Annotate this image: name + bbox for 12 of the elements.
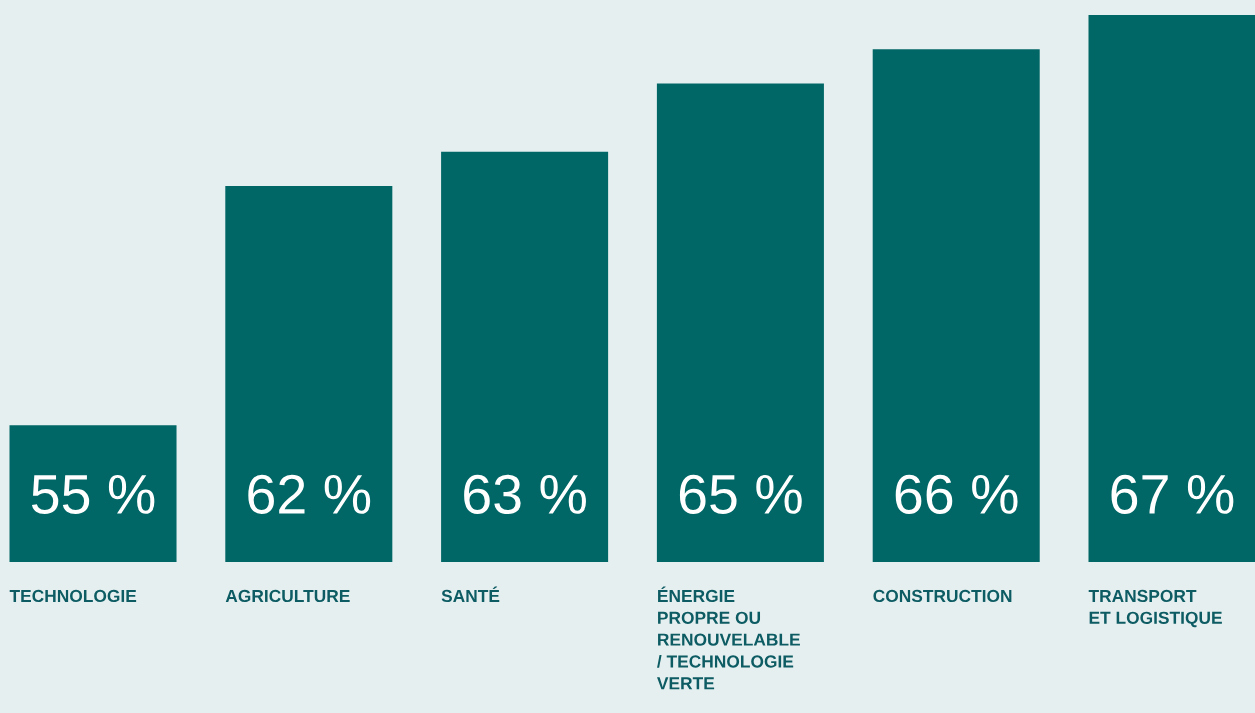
data-label: 65 % — [679, 474, 802, 515]
data-label: 66 % — [895, 474, 1018, 515]
data-label: 55 % — [31, 474, 155, 515]
x-tick-label: ÉNERGIE PROPRE OU RENOUVELABLE / TECHNOLOGIE VERTE — [657, 586, 800, 690]
x-tick-label: CONSTRUCTION — [873, 589, 1012, 603]
data-label: 67 % — [1111, 474, 1234, 515]
data-label: 63 % — [464, 474, 586, 515]
data-label: 62 % — [248, 474, 371, 515]
x-tick-label: AGRICULTURE — [225, 589, 350, 603]
x-tick-label: TRANSPORT ET LOGISTIQUE — [1088, 589, 1222, 628]
x-tick-label: SANTÉ — [441, 586, 500, 603]
x-tick-label: TECHNOLOGIE — [9, 589, 137, 603]
